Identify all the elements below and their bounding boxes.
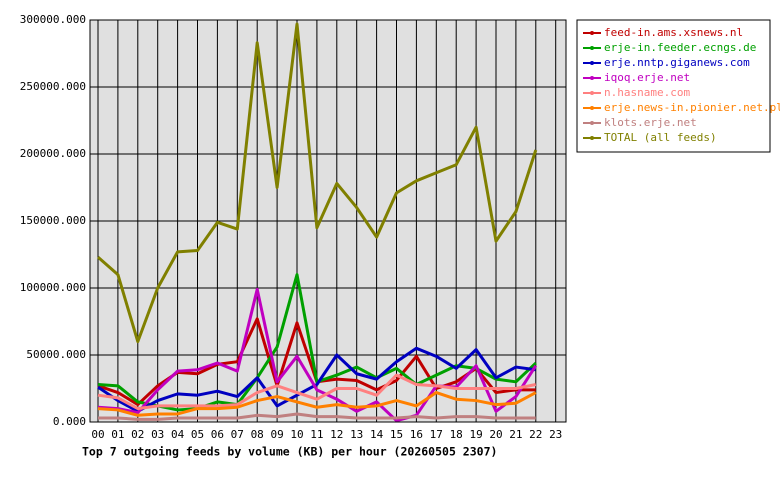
legend-label: n.hasname.com: [604, 86, 690, 99]
x-tick-label: 23: [549, 428, 562, 441]
x-tick-label: 17: [430, 428, 443, 441]
legend-label: erje.nntp.giganews.com: [604, 56, 750, 69]
x-tick-label: 15: [390, 428, 403, 441]
x-tick-label: 22: [529, 428, 542, 441]
legend-label: klots.erje.net: [604, 116, 697, 129]
legend-label: erje.news-in.pionier.net.pl: [604, 101, 780, 114]
y-tick-label: 100000.000: [20, 281, 86, 294]
x-tick-label: 11: [310, 428, 323, 441]
legend-label: iqoq.erje.net: [604, 71, 690, 84]
legend-marker: [590, 46, 594, 50]
x-tick-label: 01: [111, 428, 124, 441]
chart-title: Top 7 outgoing feeds by volume (KB) per …: [82, 445, 497, 459]
legend-marker: [590, 91, 594, 95]
y-tick-label: 0.000: [53, 415, 86, 428]
plot-border: [89, 19, 567, 423]
series-line: [97, 22, 538, 344]
x-tick-label: 20: [489, 428, 502, 441]
y-tick-label: 200000.000: [20, 147, 86, 160]
legend-marker: [590, 76, 594, 80]
x-tick-label: 03: [151, 428, 164, 441]
x-tick-label: 04: [171, 428, 185, 441]
x-tick-label: 02: [131, 428, 144, 441]
y-tick-label: 250000.000: [20, 80, 86, 93]
legend-label: TOTAL (all feeds): [604, 131, 717, 144]
x-tick-label: 08: [251, 428, 264, 441]
legend-label: feed-in.ams.xsnews.nl: [604, 26, 743, 39]
series-line: [97, 391, 537, 417]
x-tick-label: 09: [270, 428, 283, 441]
legend-label: erje-in.feeder.ecngs.de: [604, 41, 756, 54]
x-tick-label: 21: [509, 428, 522, 441]
series-line: [97, 373, 537, 411]
legend-marker: [590, 106, 594, 110]
x-tick-label: 10: [290, 428, 303, 441]
series-line: [97, 287, 538, 423]
legend-marker: [590, 121, 594, 125]
x-tick-label: 13: [350, 428, 363, 441]
x-tick-label: 19: [469, 428, 482, 441]
x-tick-label: 16: [410, 428, 423, 441]
x-tick-label: 14: [370, 428, 384, 441]
x-tick-label: 18: [450, 428, 463, 441]
legend-marker: [590, 31, 594, 35]
x-tick-label: 07: [231, 428, 244, 441]
x-tick-label: 06: [211, 428, 224, 441]
series-line: [97, 346, 537, 413]
series-line: [98, 412, 536, 421]
y-tick-label: 50000.000: [26, 348, 86, 361]
legend-marker: [590, 61, 594, 65]
x-tick-label: 12: [330, 428, 343, 441]
y-tick-label: 150000.000: [20, 214, 86, 227]
legend-marker: [590, 136, 594, 140]
x-tick-label: 00: [91, 428, 104, 441]
y-tick-label: 300000.000: [20, 13, 86, 26]
x-tick-label: 05: [191, 428, 204, 441]
legend-box: [576, 19, 771, 153]
